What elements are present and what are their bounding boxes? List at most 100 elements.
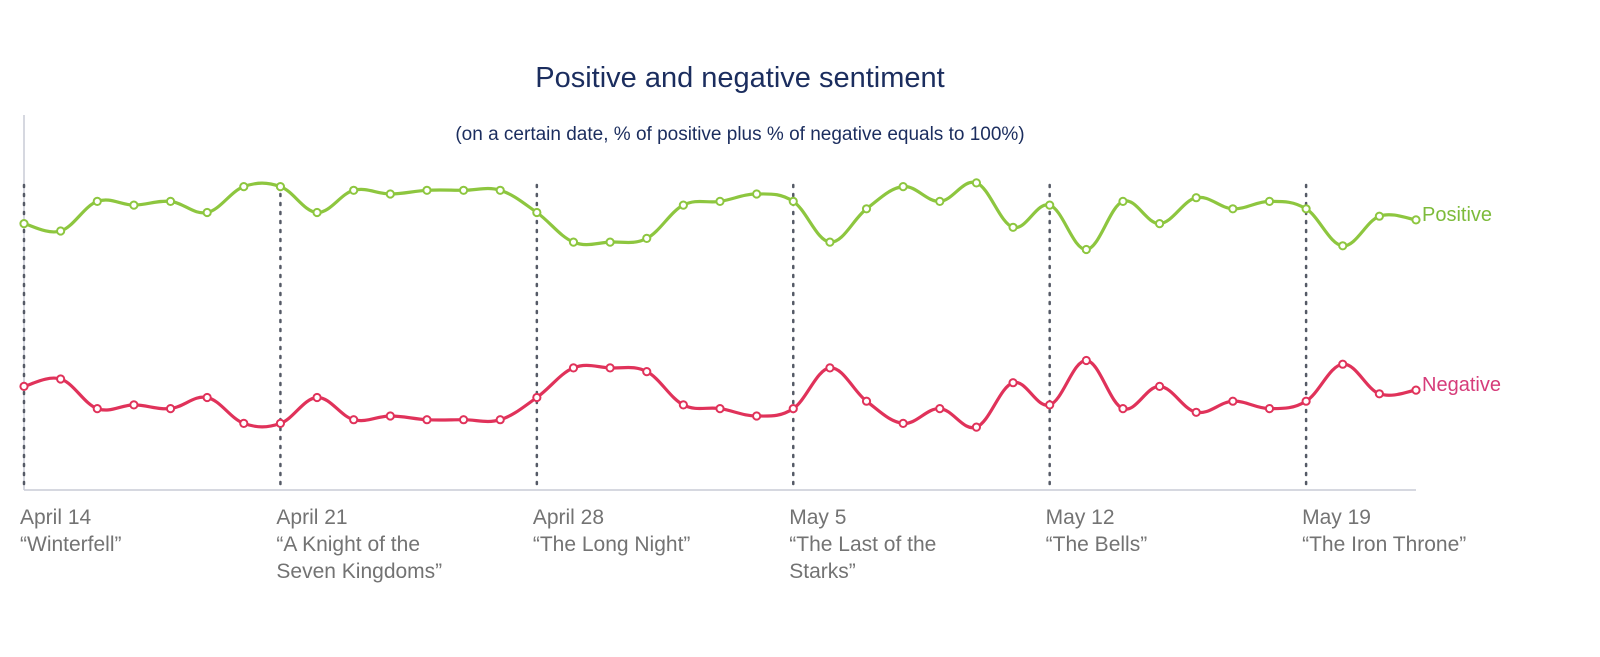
- positive-data-point: [752, 189, 762, 199]
- episode-name: “The Long Night”: [532, 533, 691, 556]
- positive-data-point: [1374, 211, 1384, 221]
- positive-data-point: [1081, 244, 1091, 255]
- episode-name: “The Iron Throne”: [1302, 533, 1467, 556]
- negative-data-point: [788, 404, 798, 414]
- positive-data-point: [898, 182, 908, 192]
- positive-data-point: [971, 178, 982, 188]
- positive-data-point: [129, 200, 139, 210]
- episode-label: May 19 “The Iron Throne”: [1302, 504, 1466, 558]
- negative-data-point: [532, 392, 542, 403]
- positive-data-point: [1411, 215, 1421, 225]
- negative-data-point: [1008, 378, 1018, 388]
- positive-data-point: [935, 196, 945, 206]
- negative-data-point: [422, 415, 432, 425]
- positive-series-line: [22, 180, 1418, 252]
- negative-data-point: [971, 422, 982, 432]
- positive-data-point: [458, 185, 469, 195]
- positive-data-point: [202, 207, 212, 218]
- episode-date: May 19: [1302, 506, 1371, 529]
- negative-data-point: [1301, 396, 1311, 406]
- episode-name: “The Last of the Starks”: [789, 533, 937, 583]
- positive-data-point: [861, 204, 872, 214]
- negative-data-point: [605, 363, 615, 373]
- positive-data-point: [678, 200, 688, 210]
- positive-data-point: [605, 237, 615, 247]
- negative-data-point: [935, 404, 945, 414]
- positive-series-label: Positive: [1422, 203, 1493, 226]
- negative-data-point: [1228, 396, 1238, 406]
- negative-data-point: [1154, 381, 1165, 391]
- negative-data-point: [165, 404, 176, 414]
- chart-title: Positive and negative sentiment: [535, 62, 945, 94]
- negative-data-point: [1191, 407, 1201, 417]
- negative-data-point: [678, 400, 688, 410]
- positive-data-point: [312, 207, 322, 218]
- positive-data-point: [1338, 241, 1348, 251]
- episode-label: May 12 “The Bells”: [1046, 504, 1148, 558]
- negative-data-point: [642, 367, 652, 377]
- negative-data-point: [1045, 400, 1055, 410]
- episode-name: “Winterfell”: [20, 533, 122, 556]
- negative-data-point: [56, 374, 66, 384]
- positive-data-point: [568, 237, 579, 247]
- positive-data-point: [1191, 193, 1201, 203]
- chart-subtitle: (on a certain date, % of positive plus %…: [455, 124, 1025, 145]
- positive-data-point: [1008, 222, 1018, 232]
- negative-series-label: Negative: [1422, 374, 1501, 397]
- positive-data-point: [56, 226, 66, 236]
- episode-date: April 21: [276, 506, 348, 529]
- negative-series-line: [22, 358, 1418, 430]
- negative-data-point: [1081, 355, 1091, 366]
- episode-label: May 5 “The Last of the Starks”: [789, 504, 959, 585]
- positive-data-point: [422, 185, 432, 195]
- positive-data-point: [715, 196, 725, 206]
- positive-data-point: [1118, 196, 1128, 206]
- negative-data-point: [239, 418, 249, 428]
- negative-data-point: [349, 415, 359, 425]
- positive-data-point: [1228, 204, 1238, 214]
- negative-data-point: [92, 404, 102, 414]
- episode-date: May 12: [1045, 506, 1115, 529]
- negative-data-point: [129, 400, 139, 410]
- positive-data-point: [1264, 196, 1275, 206]
- negative-data-point: [385, 411, 395, 421]
- negative-data-point: [1411, 385, 1421, 395]
- episode-name: “The Bells”: [1045, 533, 1148, 556]
- positive-data-point: [532, 207, 542, 218]
- negative-data-point: [861, 396, 872, 406]
- negative-data-point: [19, 381, 29, 391]
- positive-data-point: [165, 196, 176, 206]
- positive-data-point: [1045, 200, 1055, 210]
- positive-data-point: [1301, 204, 1311, 214]
- positive-data-point: [788, 196, 798, 206]
- negative-data-point: [1264, 404, 1275, 414]
- negative-data-point: [1374, 389, 1384, 399]
- positive-data-point: [19, 219, 29, 229]
- negative-data-point: [275, 418, 286, 428]
- negative-data-point: [898, 418, 908, 428]
- episode-name: “A Knight of the Seven Kingdoms”: [276, 533, 443, 583]
- positive-data-point: [275, 182, 286, 192]
- positive-data-point: [92, 196, 102, 206]
- negative-data-point: [202, 392, 212, 403]
- negative-data-point: [495, 415, 505, 425]
- positive-data-point: [495, 185, 505, 195]
- negative-data-point: [568, 363, 579, 373]
- negative-data-point: [825, 363, 835, 373]
- positive-data-point: [239, 182, 249, 192]
- episode-label: April 28 “The Long Night”: [533, 504, 691, 558]
- episode-date: May 5: [789, 506, 847, 529]
- episode-date: April 14: [20, 506, 92, 529]
- positive-data-point: [349, 185, 359, 195]
- episode-label: April 14 “Winterfell”: [20, 504, 122, 558]
- negative-data-point: [312, 392, 322, 403]
- positive-data-point: [825, 237, 835, 247]
- episode-label: April 21 “A Knight of the Seven Kingdoms”: [276, 504, 466, 585]
- negative-data-point: [715, 404, 725, 414]
- positive-data-point: [385, 189, 395, 199]
- negative-data-point: [1118, 404, 1128, 414]
- negative-data-point: [458, 415, 469, 425]
- positive-data-point: [1154, 219, 1165, 229]
- negative-data-point: [752, 411, 762, 421]
